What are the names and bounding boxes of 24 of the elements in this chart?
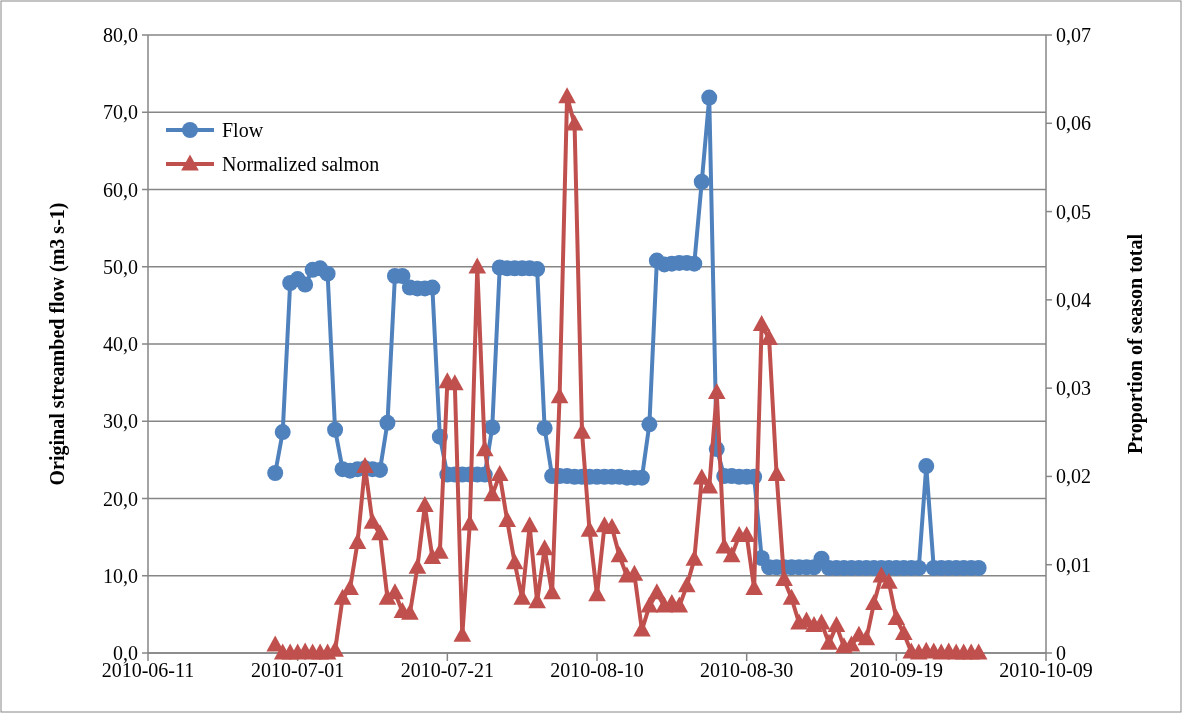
y-tick-label: 20,0 — [103, 487, 138, 510]
x-tick-label: 2010-08-30 — [700, 659, 794, 681]
y2-tick-label: 0,01 — [1056, 553, 1091, 576]
y-tick-label: 50,0 — [103, 255, 138, 278]
x-tick-label: 2010-09-19 — [849, 659, 943, 681]
x-tick-label: 2010-08-10 — [550, 659, 644, 681]
y-tick-label: 70,0 — [103, 101, 138, 124]
y2-tick-label: 0,06 — [1056, 112, 1091, 135]
x-tick-label: 2010-07-21 — [400, 659, 494, 681]
y-tick-label: 40,0 — [103, 333, 138, 355]
y-tick-label: 80,0 — [103, 24, 138, 46]
y-tick-label: 60,0 — [103, 178, 138, 201]
x-tick-label: 2010-07-01 — [251, 659, 345, 681]
legend-label: Flow — [222, 119, 264, 141]
y-tick-label: 30,0 — [103, 410, 138, 433]
y2-axis-title: Proportion of season total — [1124, 233, 1147, 455]
y2-tick-label: 0,04 — [1056, 288, 1091, 311]
y2-tick-label: 0,07 — [1056, 24, 1091, 46]
y2-tick-label: 0,05 — [1056, 200, 1091, 223]
y2-tick-label: 0,03 — [1056, 377, 1091, 400]
y-tick-label: 10,0 — [103, 564, 138, 587]
y2-tick-label: 0,02 — [1056, 465, 1091, 488]
y-axis-title: Original streambed flow (m3 s-1) — [46, 202, 69, 486]
legend-label: Normalized salmon — [222, 153, 380, 175]
